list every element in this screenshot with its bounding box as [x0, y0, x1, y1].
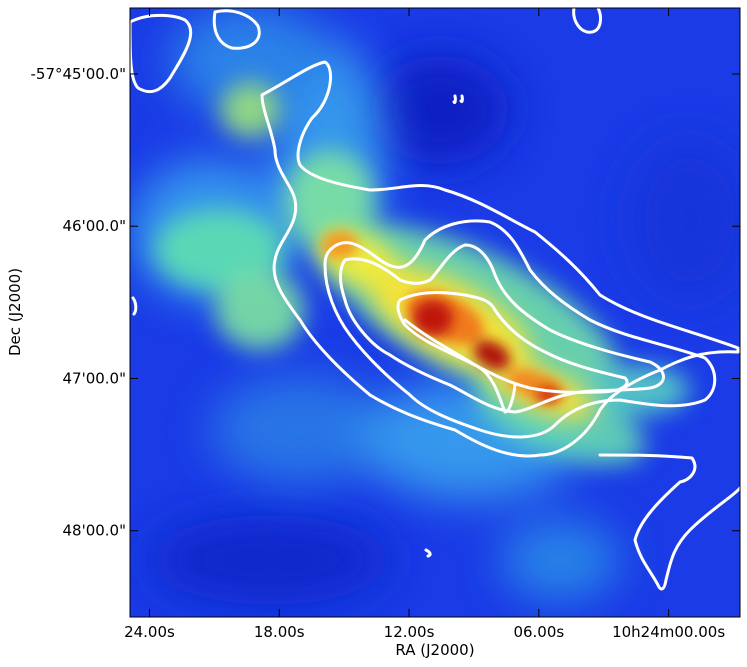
- contour-blip: [459, 94, 464, 104]
- x-tick-label: 24.00s: [124, 623, 175, 641]
- y-tick-label: -57°45'00.0": [30, 65, 126, 83]
- contour-level-1: [130, 13, 193, 94]
- contour-level-4: [396, 291, 629, 394]
- contour-level-4: [403, 318, 517, 414]
- contour-level-1: [598, 453, 740, 591]
- contour-lines: [130, 8, 740, 591]
- contour-blip: [131, 296, 138, 316]
- contour-level-1: [572, 8, 602, 34]
- heatmap-intensity-field: [130, 8, 740, 605]
- x-tick-label: 06.00s: [513, 623, 564, 641]
- plot-area: [130, 8, 740, 617]
- y-tick-label: 46'00.0": [62, 217, 126, 235]
- plot-frame: [129, 7, 741, 618]
- contour-level-2: [323, 219, 717, 439]
- y-tick-label: 48'00.0": [62, 522, 126, 540]
- x-axis-label: RA (J2000): [395, 641, 474, 659]
- x-tick-label: 12.00s: [384, 623, 435, 641]
- contour-level-3: [339, 243, 665, 414]
- x-tick-label: 18.00s: [254, 623, 305, 641]
- contour-blip: [452, 94, 457, 104]
- y-axis-label: Dec (J2000): [6, 268, 24, 356]
- y-axis: -57°45'00.0" 46'00.0" 47'00.0" 48'00.0": [30, 65, 740, 540]
- x-tick-label: 10h24m00.00s: [612, 623, 725, 641]
- contour-blip: [424, 548, 432, 558]
- contour-level-1: [212, 9, 261, 50]
- x-axis: 24.00s 18.00s 12.00s 06.00s 10h24m00.00s: [124, 8, 725, 641]
- contour-level-1: [260, 60, 740, 458]
- y-tick-label: 47'00.0": [62, 369, 126, 387]
